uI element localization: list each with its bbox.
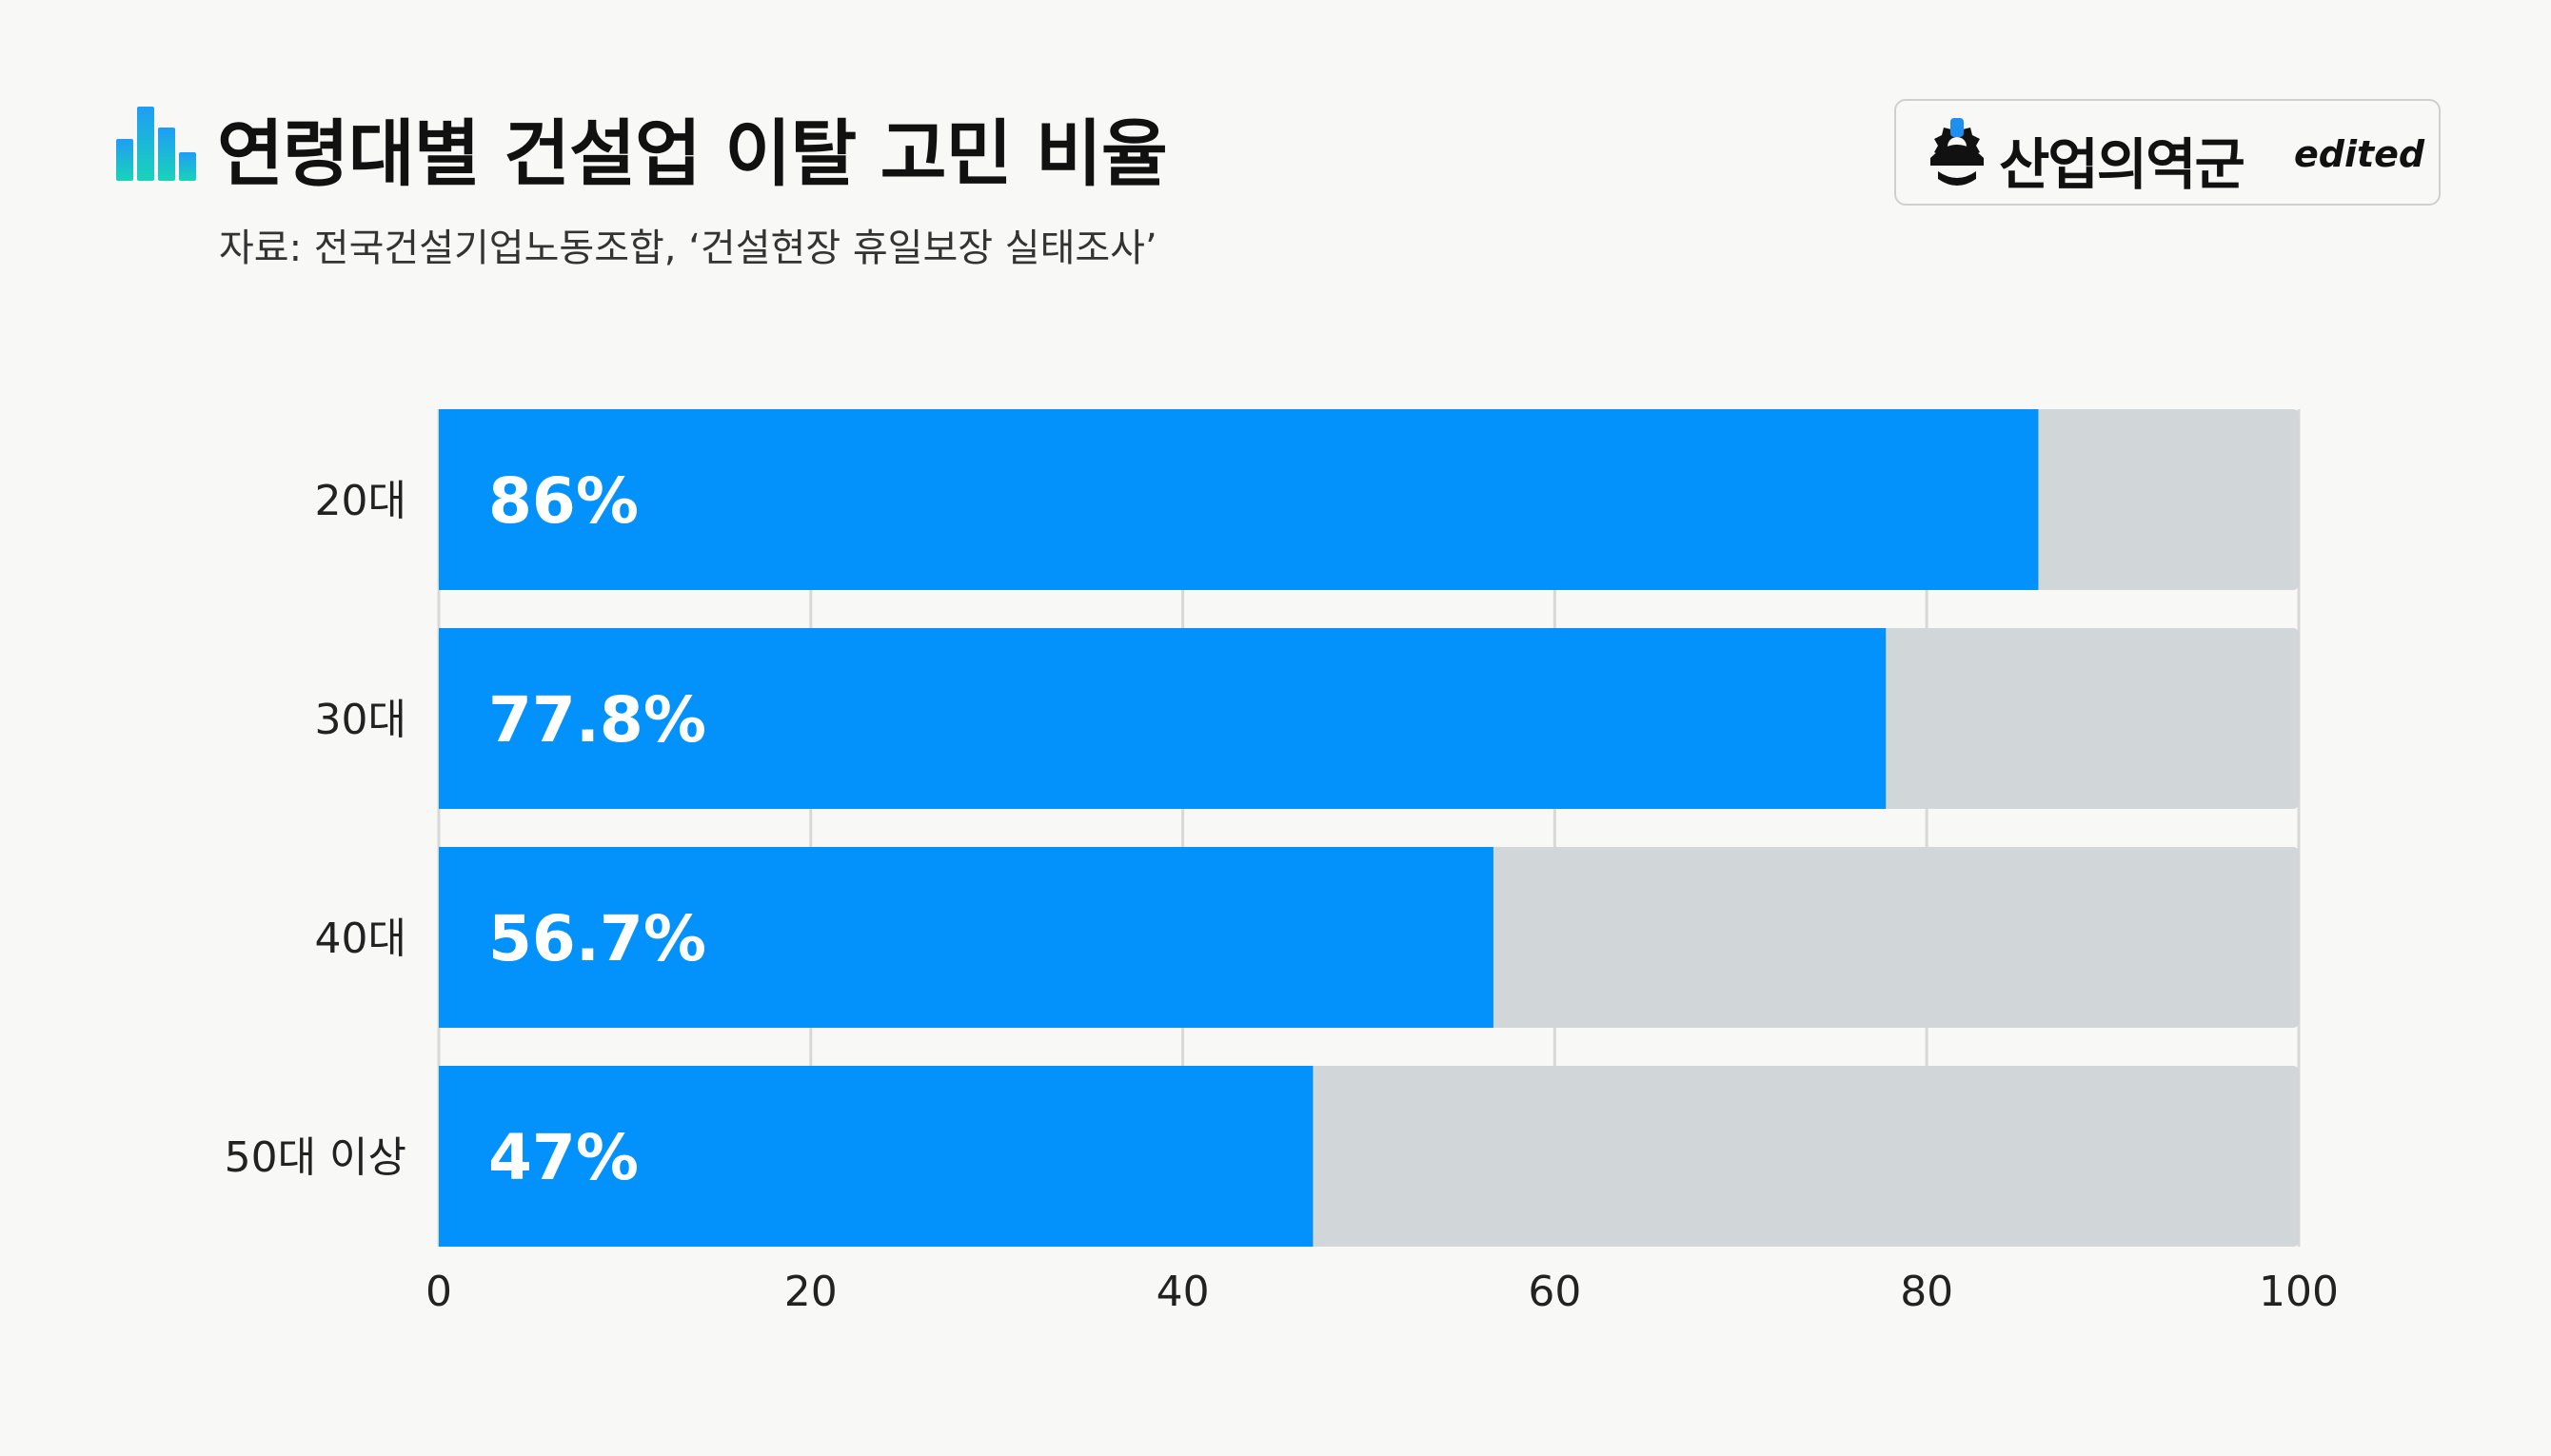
x-tick-label-2: 40	[1157, 1268, 1210, 1316]
bar-3	[439, 1066, 1314, 1247]
page-subtitle: 자료: 전국건설기업노동조합, ‘건설현장 휴일보장 실태조사’	[219, 226, 1157, 270]
x-tick-label-0: 0	[425, 1268, 452, 1316]
bar-chart-icon	[116, 107, 196, 181]
category-label-1: 30대	[315, 696, 406, 744]
category-label-3: 50대 이상	[225, 1133, 406, 1182]
hardhat-gear-logo-icon	[1930, 118, 1984, 186]
value-label-1: 77.8%	[488, 683, 706, 757]
value-label-3: 47%	[488, 1121, 639, 1194]
x-tick-label-4: 80	[1900, 1268, 1953, 1316]
brand-tag: edited	[2294, 133, 2425, 175]
brand-name: 산업의역군	[1999, 132, 2245, 197]
page-title: 연령대별 건설업 이탈 고민 비율	[217, 111, 1168, 196]
category-label-0: 20대	[315, 477, 406, 525]
category-label-2: 40대	[315, 915, 406, 963]
brand-badge: 산업의역군 edited	[1894, 99, 2441, 206]
value-label-2: 56.7%	[488, 902, 706, 975]
bar-1	[439, 628, 1887, 809]
x-tick-label-1: 20	[784, 1268, 838, 1316]
bar-0	[439, 409, 2039, 590]
bar-2	[439, 847, 1493, 1028]
x-tick-label-3: 60	[1528, 1268, 1581, 1316]
x-tick-label-5: 100	[2259, 1268, 2339, 1316]
value-label-0: 86%	[488, 464, 639, 538]
